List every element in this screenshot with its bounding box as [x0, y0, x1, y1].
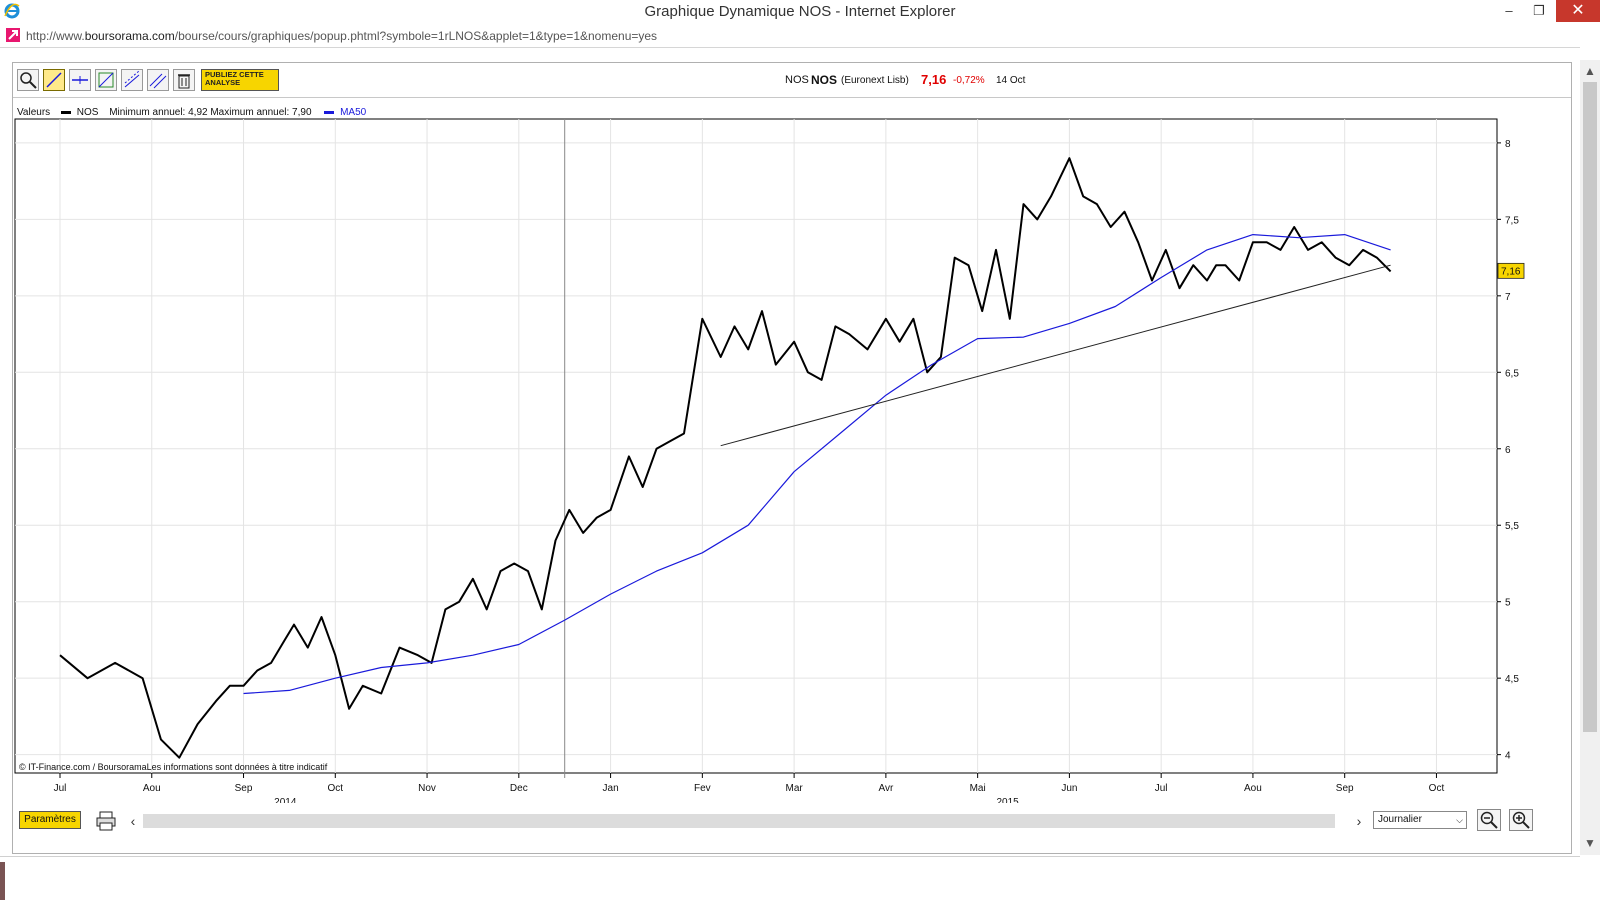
trendline-tool-button[interactable]	[43, 69, 65, 91]
horizontal-line-tool-button[interactable]	[69, 69, 91, 91]
quote-date: 14 Oct	[996, 75, 1026, 86]
window-title: Graphique Dynamique NOS - Internet Explo…	[644, 3, 956, 20]
quote-symbol: NOS	[811, 73, 838, 87]
x-tick-label: Jun	[1061, 783, 1077, 794]
fibonacci-tool-icon	[98, 72, 114, 88]
delete-drawings-button[interactable]	[173, 69, 195, 91]
publiez-analyse-button[interactable]: PUBLIEZ CETTE ANALYSE	[201, 69, 279, 91]
x-tick-label: Mar	[785, 783, 803, 794]
close-button[interactable]: ✕	[1556, 0, 1600, 22]
zoom-tool-icon	[20, 72, 37, 89]
url-path: /bourse/cours/graphiques/popup.phtml?sym…	[174, 29, 658, 43]
quote-price: 7,16	[921, 72, 947, 87]
copyright-text: © IT-Finance.com / BoursoramaLes informa…	[19, 762, 328, 772]
url-domain: boursorama.com	[84, 29, 175, 43]
y-tick-label: 4,5	[1505, 674, 1519, 685]
parallel-lines-tool-icon	[149, 73, 167, 89]
plot-frame	[14, 118, 1498, 774]
address-url[interactable]: http://www.boursorama.com/bourse/cours/g…	[26, 29, 657, 43]
quote-change: -0,72%	[953, 75, 985, 86]
zoom-out-icon	[1480, 811, 1498, 829]
legend-nos-swatch	[60, 110, 71, 114]
printer-icon[interactable]	[95, 811, 117, 831]
page-bottom-divider	[0, 856, 1580, 857]
address-bar[interactable]: http://www.boursorama.com/bourse/cours/g…	[0, 25, 1580, 48]
boursorama-favicon-icon	[6, 28, 20, 42]
internet-explorer-icon	[4, 3, 20, 19]
restore-button[interactable]: ❐	[1533, 3, 1545, 18]
x-tick-label: Jan	[603, 783, 619, 794]
x-tick-label: Oct	[1429, 783, 1445, 794]
x-tick-label: Avr	[878, 783, 893, 794]
legend-prefix: Valeurs	[17, 107, 51, 118]
y-tick-label: 6,5	[1505, 368, 1519, 379]
year-label: 2014	[274, 797, 297, 803]
chevron-down-icon: ⌵	[1456, 815, 1463, 825]
trash-icon	[178, 74, 190, 89]
series-line-ma50	[243, 233, 1391, 695]
parallel-lines-tool-button[interactable]	[147, 69, 169, 91]
x-tick-label: Jul	[54, 783, 67, 794]
zoom-in-button[interactable]	[1509, 809, 1533, 831]
x-tick-label: Nov	[418, 783, 436, 794]
scroll-down-icon[interactable]: ▼	[1584, 836, 1596, 850]
legend-ma50-swatch	[324, 110, 335, 114]
scroll-thumb[interactable]	[1583, 82, 1597, 732]
title-bar: Graphique Dynamique NOS - Internet Explo…	[0, 0, 1600, 24]
zoom-tool-button[interactable]	[17, 69, 39, 91]
fibonacci-tool-button[interactable]	[95, 69, 117, 91]
year-label: 2015	[997, 797, 1020, 803]
x-tick-label: Aou	[143, 783, 161, 794]
trendline-tool-icon	[46, 72, 62, 88]
zoom-in-icon	[1512, 811, 1530, 829]
legend-nos-label: NOS	[76, 107, 99, 118]
chart-applet: PUBLIEZ CETTE ANALYSE NOS NOS (Euronext …	[12, 62, 1572, 854]
y-tick-label: 5	[1505, 598, 1511, 609]
series-line-nos	[59, 157, 1392, 759]
scroll-right-icon[interactable]: ›	[1356, 813, 1362, 829]
x-tick-label: Aou	[1244, 783, 1262, 794]
y-tick-label: 4	[1505, 751, 1511, 762]
y-tick-label: 6	[1505, 445, 1511, 456]
x-tick-label: Dec	[510, 783, 528, 794]
chart-bottom-bar: Paramètres ‹ › Journalier ⌵	[13, 803, 1571, 849]
x-tick-label: Fev	[694, 783, 711, 794]
scroll-up-icon[interactable]: ▲	[1584, 64, 1596, 78]
url-prefix: http://www.	[26, 29, 85, 43]
period-value: Journalier	[1378, 814, 1422, 825]
channel-tool-button[interactable]	[121, 69, 143, 91]
zoom-out-button[interactable]	[1477, 809, 1501, 831]
y-tick-label: 5,5	[1505, 521, 1519, 532]
x-tick-label: Mai	[970, 783, 986, 794]
chart-legend: Valeurs NOS Minimum annuel: 4,92 Maximum…	[17, 107, 366, 118]
quote-market: (Euronext Lisb)	[841, 75, 909, 86]
taskbar-edge	[0, 862, 5, 900]
parametres-button[interactable]: Paramètres	[19, 811, 81, 829]
price-chart[interactable]: 4 4,5 5 5,5 6 6,5 7 7,5 8 Jul Aou Sep Oct Nov Dec Jan Fe…	[13, 113, 1571, 803]
horizontal-scrollbar[interactable]: ‹ ›	[125, 811, 1369, 831]
quote-symbol-small: NOS	[785, 74, 809, 86]
last-value-tag	[1497, 262, 1525, 279]
x-tick-label: Sep	[235, 783, 253, 794]
chart-toolbar: PUBLIEZ CETTE ANALYSE NOS NOS (Euronext …	[13, 63, 1571, 98]
x-tick-label: Oct	[328, 783, 344, 794]
period-select[interactable]: Journalier ⌵	[1373, 811, 1467, 829]
series-line-trendline	[720, 264, 1391, 447]
legend-minmax: Minimum annuel: 4,92 Maximum annuel: 7,9…	[109, 107, 312, 118]
x-tick-label: Jul	[1155, 783, 1168, 794]
minimize-button[interactable]: –	[1505, 3, 1513, 18]
x-tick-label: Sep	[1336, 783, 1354, 794]
scroll-left-icon[interactable]: ‹	[130, 813, 136, 829]
y-tick-label: 7	[1505, 292, 1511, 303]
last-value-label: 7,16	[1501, 266, 1521, 277]
legend-ma50-label: MA50	[340, 107, 367, 118]
channel-tool-icon	[124, 70, 140, 88]
horizontal-scroll-thumb[interactable]	[143, 814, 1335, 828]
y-tick-label: 7,5	[1505, 215, 1519, 226]
y-tick-label: 8	[1505, 139, 1511, 150]
horizontal-line-tool-icon	[72, 76, 88, 84]
vertical-scrollbar[interactable]: ▲ ▼	[1580, 60, 1600, 855]
